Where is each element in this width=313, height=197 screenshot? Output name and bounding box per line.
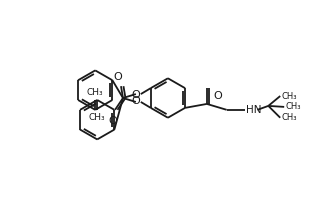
- Text: CH₃: CH₃: [281, 92, 297, 100]
- Text: CH₃: CH₃: [285, 102, 301, 111]
- Text: HN: HN: [245, 105, 261, 115]
- Text: O: O: [114, 72, 122, 82]
- Text: O: O: [213, 91, 222, 101]
- Text: CH₃: CH₃: [281, 113, 297, 122]
- Text: CH₃: CH₃: [87, 88, 104, 97]
- Text: O: O: [109, 116, 117, 126]
- Text: O: O: [131, 90, 140, 100]
- Text: CH₃: CH₃: [89, 113, 105, 122]
- Text: O: O: [131, 96, 140, 106]
